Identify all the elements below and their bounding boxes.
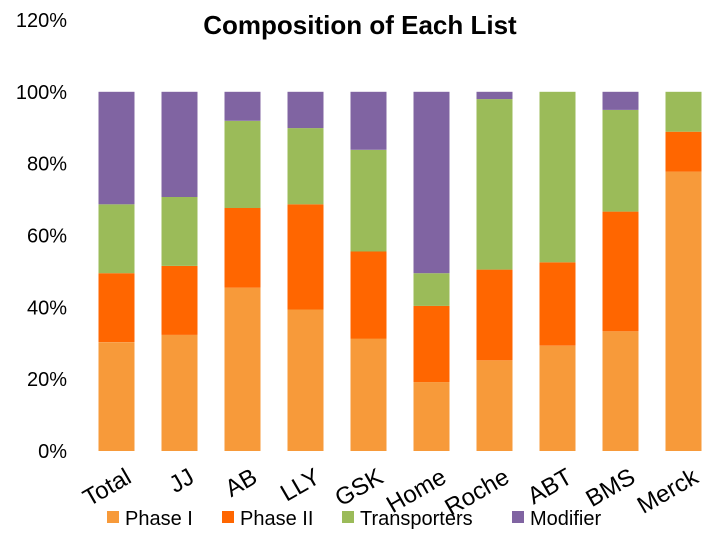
legend-label: Phase I	[125, 508, 193, 530]
legend-item: Modifier	[512, 508, 601, 530]
legend-item: Phase II	[222, 508, 313, 530]
bar-segment	[287, 128, 324, 205]
bar-segment	[98, 273, 135, 343]
bar-segment	[665, 91, 702, 132]
bar-segment	[602, 91, 639, 110]
bar-stack	[98, 91, 135, 451]
y-tick-label: 0%	[38, 441, 67, 463]
bar-segment	[224, 120, 261, 208]
legend-label: Modifier	[530, 508, 601, 530]
bar-segment	[161, 266, 198, 335]
bar-segment	[539, 262, 576, 346]
x-tick-label: Total	[78, 463, 135, 512]
y-tick-label: 20%	[27, 369, 67, 391]
bar-segment	[350, 91, 387, 150]
bar-segment	[287, 91, 324, 129]
legend-swatch	[512, 511, 524, 523]
legend-item: Transporters	[342, 508, 473, 530]
bar-segment	[665, 171, 702, 451]
bar-stack	[350, 91, 387, 451]
bar-segment	[350, 149, 387, 252]
legend-swatch	[342, 511, 354, 523]
bar-segment	[413, 382, 450, 451]
x-tick-label: AB	[221, 463, 262, 502]
x-tick-label: Merck	[633, 463, 704, 520]
bar-segment	[224, 287, 261, 451]
x-tick-label: ABT	[523, 463, 577, 510]
bar-segment	[98, 342, 135, 451]
y-axis-ticks: 0% 20% 40% 60% 80% 100% 120%	[16, 10, 67, 463]
bar-segment	[665, 131, 702, 172]
x-tick-label: JJ	[165, 463, 199, 498]
bar-segment	[224, 91, 261, 121]
bar-segment	[224, 207, 261, 288]
bar-stack	[476, 91, 513, 451]
bar-stack	[161, 91, 198, 451]
bar-stack	[413, 91, 450, 451]
bar-segment	[539, 91, 576, 263]
y-tick-label: 60%	[27, 226, 67, 248]
bar-segment	[476, 269, 513, 361]
chart-title: Composition of Each List	[203, 10, 517, 40]
bar-segment	[413, 273, 450, 306]
bar-segment	[287, 204, 324, 310]
bar-stack	[539, 91, 576, 451]
bar-stack	[224, 91, 261, 451]
bar-segment	[476, 360, 513, 451]
bar-segment	[287, 309, 324, 451]
bar-segment	[98, 204, 135, 274]
bar-segment	[476, 91, 513, 100]
bar-segment	[602, 331, 639, 451]
legend: Phase I Phase II Transporters Modifier	[107, 508, 601, 530]
bar-segment	[98, 91, 135, 205]
legend-label: Phase II	[240, 508, 313, 530]
bar-segment	[413, 91, 450, 274]
y-tick-label: 120%	[16, 10, 67, 32]
bars	[98, 91, 702, 451]
legend-label: Transporters	[360, 508, 473, 530]
legend-item: Phase I	[107, 508, 193, 530]
bar-segment	[161, 197, 198, 266]
bar-segment	[476, 99, 513, 270]
bar-segment	[413, 305, 450, 383]
y-tick-label: 100%	[16, 82, 67, 104]
bar-segment	[350, 251, 387, 339]
x-tick-label: LLY	[276, 463, 325, 507]
bar-stack	[287, 91, 324, 451]
bar-segment	[161, 334, 198, 451]
y-tick-label: 40%	[27, 297, 67, 319]
bar-segment	[602, 211, 639, 332]
legend-swatch	[107, 511, 119, 523]
x-tick-label: GSK	[331, 463, 388, 512]
bar-segment	[539, 345, 576, 451]
legend-swatch	[222, 511, 234, 523]
y-tick-label: 80%	[27, 154, 67, 176]
bar-segment	[161, 91, 198, 197]
bar-segment	[350, 338, 387, 451]
bar-stack	[602, 91, 639, 451]
bar-segment	[602, 110, 639, 212]
bar-stack	[665, 91, 702, 451]
x-tick-label: BMS	[581, 463, 640, 512]
